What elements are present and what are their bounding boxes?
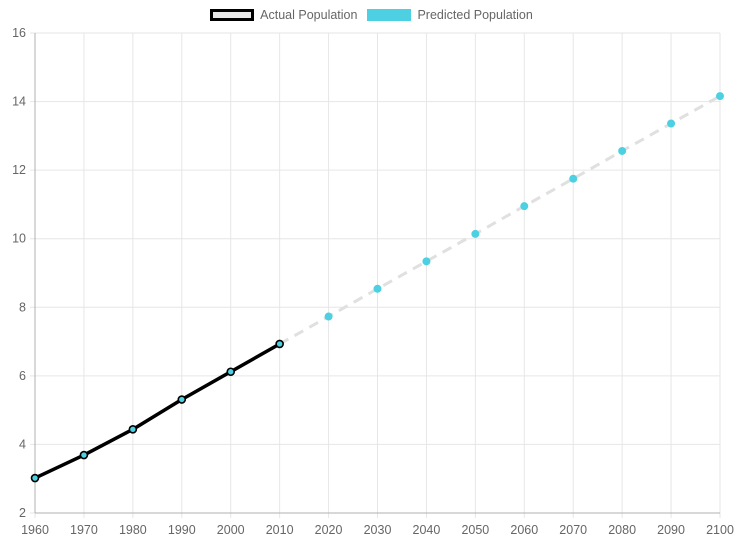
x-tick-label: 2050	[461, 523, 489, 537]
predicted-population-point	[569, 174, 578, 183]
legend-swatch-predicted	[367, 9, 412, 21]
y-tick-label: 12	[12, 163, 26, 177]
x-tick-label: 2060	[510, 523, 538, 537]
y-tick-label: 10	[12, 232, 26, 246]
actual-population-line	[34, 342, 281, 480]
actual-population-point	[128, 425, 138, 434]
x-tick-label: 1960	[21, 523, 49, 537]
actual-population-point	[226, 367, 236, 377]
legend-label-actual: Actual Population	[260, 8, 358, 22]
x-tick-label: 2090	[657, 523, 685, 537]
y-tick-label: 16	[12, 26, 26, 40]
predicted-population-point	[324, 312, 333, 321]
x-tick-label: 2000	[217, 523, 245, 537]
legend-item-predicted[interactable]: Predicted Population	[367, 8, 533, 22]
x-tick-label: 1980	[119, 523, 147, 537]
x-tick-label: 2010	[266, 523, 294, 537]
x-tick-label: 2030	[364, 523, 392, 537]
predicted-population-point	[373, 284, 382, 293]
predicted-population-point	[667, 119, 676, 128]
actual-population-point	[79, 450, 89, 460]
predicted-population-point	[471, 229, 480, 238]
predicted-population-point	[716, 92, 724, 101]
actual-population-point	[275, 339, 284, 349]
y-tick-label: 4	[19, 437, 26, 451]
y-tick-label: 6	[19, 369, 26, 383]
predicted-population-point	[422, 257, 431, 266]
x-tick-label: 1990	[168, 523, 196, 537]
actual-population-point	[177, 395, 187, 404]
y-tick-label: 8	[19, 300, 26, 314]
legend-item-actual[interactable]: Actual Population	[210, 8, 357, 22]
x-tick-label: 2100	[706, 523, 734, 537]
predicted-population-point	[618, 146, 627, 155]
legend-label-predicted: Predicted Population	[417, 8, 533, 22]
legend-swatch-actual	[210, 9, 255, 21]
x-tick-label: 2080	[608, 523, 636, 537]
y-tick-label: 14	[12, 95, 26, 109]
x-tick-label: 1970	[70, 523, 98, 537]
x-tick-label: 2040	[413, 523, 441, 537]
predicted-population-point	[520, 202, 529, 211]
x-tick-label: 2070	[559, 523, 587, 537]
x-tick-label: 2020	[315, 523, 343, 537]
legend: Actual Population Predicted Population	[0, 6, 743, 24]
actual-population-point	[30, 473, 40, 483]
y-tick-label: 2	[19, 506, 26, 520]
